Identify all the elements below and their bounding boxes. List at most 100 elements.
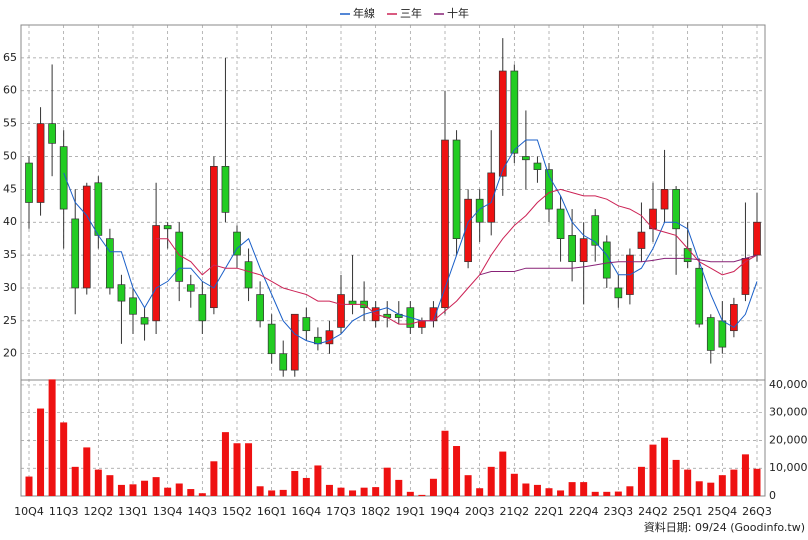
y-tick-label: 50	[3, 149, 17, 162]
candle-body	[556, 208, 565, 240]
x-tick-label: 21Q2	[500, 505, 530, 518]
candle-body	[325, 330, 334, 345]
volume-bar	[245, 443, 253, 496]
volume-bar	[568, 482, 576, 496]
candle-body	[683, 248, 692, 263]
candle-body	[602, 241, 611, 279]
x-tick-label: 11Q3	[49, 505, 79, 518]
volume-bar	[661, 437, 669, 496]
candle-body	[36, 123, 45, 203]
candle-body	[221, 165, 230, 213]
ma-line	[479, 254, 758, 276]
volume-bar	[695, 481, 703, 496]
y2-tick-label: 20,000	[769, 433, 808, 446]
volume-bar	[557, 490, 565, 496]
volume-bar	[210, 461, 218, 496]
y-tick-label: 65	[3, 51, 17, 64]
y-tick-label: 60	[3, 84, 17, 97]
candle-body	[718, 320, 727, 348]
candle-body	[522, 156, 530, 161]
volume-bar	[314, 465, 322, 496]
candle-body	[233, 231, 241, 256]
candle-body	[117, 284, 126, 302]
volume-bar	[718, 475, 726, 496]
volume-bar	[198, 493, 206, 496]
volume-bar	[684, 469, 692, 496]
x-tick-label: 19Q1	[396, 505, 426, 518]
candle-body	[256, 294, 264, 322]
candle-body	[591, 215, 600, 246]
candle-body	[579, 238, 588, 263]
volume-bar	[533, 484, 541, 496]
y-tick-label: 55	[3, 117, 17, 130]
x-tick-label: 25Q1	[673, 505, 703, 518]
candle-body	[672, 189, 680, 230]
candle-body	[302, 317, 311, 332]
candle-body	[475, 198, 484, 223]
volume-bar	[591, 491, 599, 496]
volume-bar	[453, 446, 461, 496]
volume-bar	[60, 422, 68, 496]
volume-bar	[325, 484, 333, 496]
candle-body	[452, 139, 461, 240]
x-tick-label: 22Q1	[534, 505, 564, 518]
candle-body	[510, 70, 519, 154]
volume-bar	[383, 467, 391, 496]
volume-bar	[545, 488, 553, 496]
volume-bar	[741, 454, 749, 496]
x-tick-label: 16Q1	[257, 505, 287, 518]
x-tick-label: 13Q4	[153, 505, 183, 518]
volume-bar	[302, 477, 310, 496]
y-tick-label: 30	[3, 281, 17, 294]
volume-bar	[83, 447, 91, 496]
x-tick-label: 22Q4	[569, 505, 599, 518]
candle-body	[695, 267, 704, 325]
candle-body	[82, 185, 91, 289]
candle-body	[637, 231, 646, 249]
candle-body	[186, 284, 195, 292]
volume-bar	[510, 473, 518, 496]
x-tick-label: 13Q1	[118, 505, 148, 518]
candle-body	[25, 162, 33, 203]
candle-body	[129, 297, 137, 315]
candle-body	[498, 70, 507, 177]
x-tick-label: 20Q3	[465, 505, 495, 518]
volume-bar	[141, 480, 149, 496]
volume-bar	[499, 451, 507, 496]
volume-bar	[637, 466, 645, 496]
candle-body	[106, 238, 114, 289]
y-tick-label: 35	[3, 248, 17, 261]
legend-label: 年線	[353, 6, 375, 20]
footer: 資料日期: 09/24 (Goodinfo.tw)	[644, 520, 805, 534]
candle-body	[730, 304, 738, 332]
x-tick-label: 26Q3	[742, 505, 772, 518]
candle-body	[279, 353, 288, 371]
plot-frame	[20, 24, 766, 497]
candle-body	[267, 323, 276, 355]
ma-line	[156, 188, 758, 325]
candle-body	[660, 189, 669, 210]
candle-body	[753, 221, 761, 256]
x-tick-label: 24Q2	[638, 505, 668, 518]
volume-bar	[129, 484, 137, 496]
volume-bar	[372, 487, 380, 496]
candle-body	[210, 165, 218, 309]
volume-bar	[707, 482, 715, 496]
legend-label: 三年	[400, 6, 422, 20]
candle-body	[290, 313, 299, 371]
x-tick-label: 18Q2	[361, 505, 391, 518]
legend-label: 十年	[447, 6, 469, 20]
candle-body	[71, 218, 80, 289]
volume-bar	[360, 487, 368, 496]
y2-tick-label: 30,000	[769, 406, 808, 419]
candle-body	[198, 294, 207, 322]
volume-bar	[603, 491, 611, 496]
volume-bar	[649, 444, 657, 496]
x-tick-label: 17Q3	[326, 505, 356, 518]
volume-bar	[672, 459, 680, 496]
volume-bar	[25, 476, 33, 496]
x-tick-label: 14Q3	[188, 505, 218, 518]
candle-body	[545, 169, 553, 210]
y-tick-label: 25	[3, 314, 17, 327]
